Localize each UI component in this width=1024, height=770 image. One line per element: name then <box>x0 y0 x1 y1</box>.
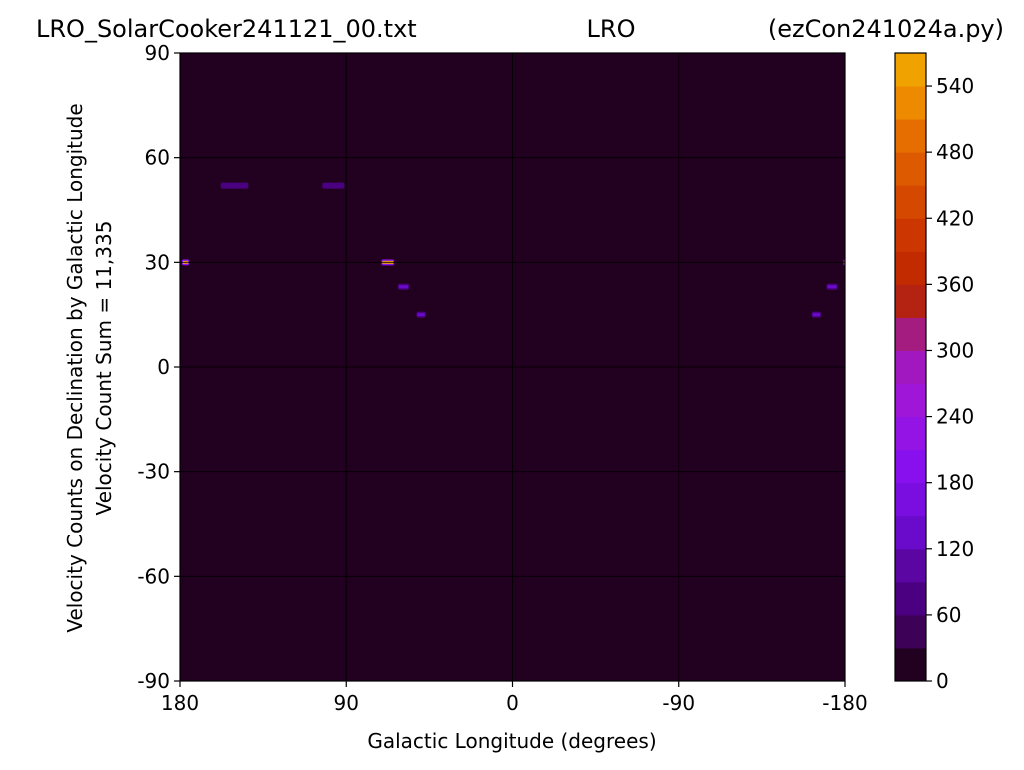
colorbar-segment <box>895 53 926 87</box>
colorbar-segment <box>895 383 926 418</box>
heatmap-cell-core <box>827 285 837 289</box>
colorbar-tick-label: 120 <box>936 537 974 561</box>
colorbar-segment <box>895 284 926 318</box>
y-tick-label: -60 <box>137 564 170 588</box>
colorbar-tick-label: 420 <box>936 206 974 230</box>
heatmap-cell-core <box>812 313 820 317</box>
colorbar-segment <box>895 647 926 682</box>
colorbar-segment <box>895 482 926 517</box>
x-tick-label: -90 <box>662 691 695 715</box>
colorbar-tick-label: 0 <box>936 669 949 693</box>
colorbar-segment <box>895 350 926 385</box>
x-axis-label: Galactic Longitude (degrees) <box>367 729 656 753</box>
plot-area <box>179 52 846 682</box>
colorbar-tick-label: 240 <box>936 405 974 429</box>
colorbar-segment <box>895 152 926 186</box>
colorbar-tick-label: 180 <box>936 471 974 495</box>
colorbar-tick-label: 540 <box>936 74 974 98</box>
colorbar-segment <box>895 317 926 351</box>
colorbar-segment <box>895 449 926 484</box>
chart-title-right: (ezCon241024a.py) <box>768 15 1004 43</box>
heatmap-cell-core <box>221 184 248 188</box>
colorbar-tick-label: 60 <box>936 603 961 627</box>
y-tick-label: 60 <box>145 146 170 170</box>
chart-title-center: LRO <box>587 15 636 43</box>
colorbar-segment <box>895 218 926 252</box>
y-axis: 90 60 30 0 -30 -60 -90 <box>137 41 180 693</box>
x-tick-label: 90 <box>334 691 359 715</box>
y-tick-label: -30 <box>137 460 170 484</box>
x-tick-label: 0 <box>506 691 519 715</box>
colorbar-segment <box>895 185 926 219</box>
colorbar-tick-label: 360 <box>936 272 974 296</box>
x-tick-label: 180 <box>161 691 199 715</box>
colorbar-segment <box>895 119 926 153</box>
colorbar-tick-label: 300 <box>936 338 974 362</box>
x-axis: 180 90 0 -90 -180 <box>161 681 868 715</box>
colorbar-segment <box>895 86 926 120</box>
colorbar-segment <box>895 548 926 583</box>
colorbar: 0 60 120 180 240 300 360 420 480 540 <box>894 52 974 693</box>
heatmap-cell <box>826 283 838 290</box>
heatmap-cell-core <box>398 285 409 289</box>
heatmap-cell <box>397 283 410 290</box>
y-tick-label: 30 <box>145 250 170 274</box>
heatmap-cell-core <box>417 313 425 317</box>
colorbar-tick-label: 480 <box>936 140 974 164</box>
colorbar-segment <box>895 416 926 451</box>
colorbar-segment <box>895 581 926 616</box>
colorbar-frame <box>894 52 927 682</box>
colorbar-segment <box>895 515 926 550</box>
heatmap-cell-core <box>323 184 344 188</box>
x-tick-label: -180 <box>822 691 867 715</box>
chart-title-left: LRO_SolarCooker241121_00.txt <box>36 15 417 43</box>
y-axis-label-line2: Velocity Count Sum = 11,335 <box>92 221 116 516</box>
heatmap-cell <box>811 311 821 318</box>
y-tick-label: 0 <box>157 355 170 379</box>
y-axis-label-line1: Velocity Counts on Declination by Galact… <box>63 103 87 632</box>
heatmap-cell <box>416 311 426 318</box>
colorbar-segment <box>895 614 926 649</box>
colorbar-segment <box>895 251 926 285</box>
heatmap-cell <box>220 182 249 189</box>
y-tick-label: -90 <box>137 669 170 693</box>
heatmap-cell <box>322 182 345 189</box>
y-tick-label: 90 <box>145 41 170 65</box>
